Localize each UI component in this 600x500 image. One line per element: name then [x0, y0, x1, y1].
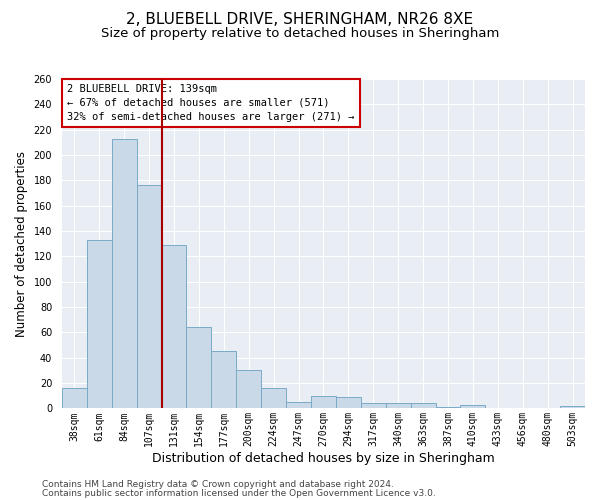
Text: Contains public sector information licensed under the Open Government Licence v3: Contains public sector information licen… — [42, 488, 436, 498]
Bar — [386, 404, 410, 408]
Bar — [361, 404, 386, 408]
Bar — [211, 352, 236, 408]
Bar — [460, 404, 485, 408]
Bar — [161, 245, 187, 408]
Text: Size of property relative to detached houses in Sheringham: Size of property relative to detached ho… — [101, 28, 499, 40]
Bar — [62, 388, 87, 408]
Bar — [410, 404, 436, 408]
Bar — [286, 402, 311, 408]
Y-axis label: Number of detached properties: Number of detached properties — [15, 150, 28, 336]
Bar — [137, 186, 161, 408]
Bar — [261, 388, 286, 408]
Bar — [112, 138, 137, 408]
Text: Contains HM Land Registry data © Crown copyright and database right 2024.: Contains HM Land Registry data © Crown c… — [42, 480, 394, 489]
Bar — [87, 240, 112, 408]
Bar — [187, 328, 211, 408]
Bar — [236, 370, 261, 408]
Text: 2, BLUEBELL DRIVE, SHERINGHAM, NR26 8XE: 2, BLUEBELL DRIVE, SHERINGHAM, NR26 8XE — [127, 12, 473, 28]
X-axis label: Distribution of detached houses by size in Sheringham: Distribution of detached houses by size … — [152, 452, 495, 465]
Bar — [560, 406, 585, 408]
Bar — [436, 407, 460, 408]
Bar — [336, 397, 361, 408]
Bar — [311, 396, 336, 408]
Text: 2 BLUEBELL DRIVE: 139sqm
← 67% of detached houses are smaller (571)
32% of semi-: 2 BLUEBELL DRIVE: 139sqm ← 67% of detach… — [67, 84, 355, 122]
